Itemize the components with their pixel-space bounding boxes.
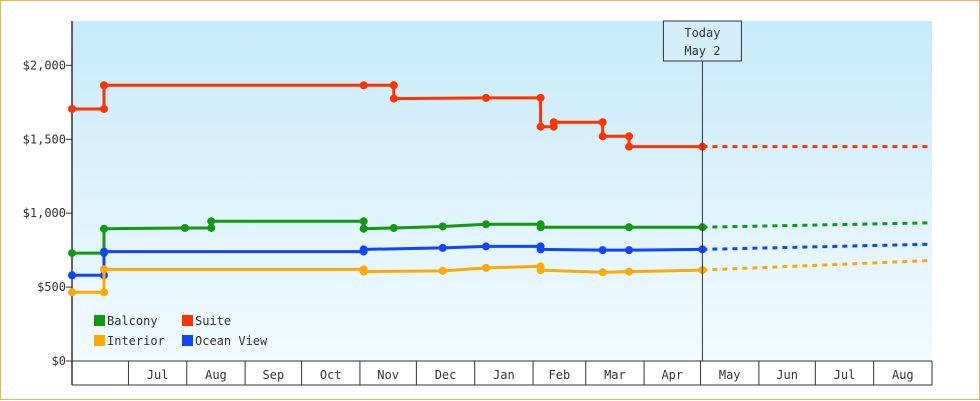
legend-label-ocean-view: Ocean View [195, 334, 268, 348]
data-point-balcony [482, 220, 491, 229]
y-tick-label: $1,500 [23, 132, 66, 146]
data-point-suite [389, 94, 398, 103]
data-point-ocean-view [482, 242, 491, 251]
legend-swatch-ocean-view [182, 335, 193, 346]
forecast-line-ocean-view [702, 242, 933, 251]
y-tick-label: $2,000 [23, 58, 66, 72]
series-line-suite [72, 83, 703, 149]
data-point-suite [549, 118, 558, 127]
data-point-interior [438, 266, 447, 275]
legend-swatch-suite [182, 315, 193, 326]
data-point-ocean-view [99, 247, 108, 256]
data-point-balcony [438, 222, 447, 231]
x-tick-label: Feb [549, 368, 571, 382]
x-axis: Jul Aug Sep Oct Nov Dec Jan Feb Mar Apr May Jun Jul A… [72, 360, 933, 386]
data-point-suite [536, 122, 545, 131]
y-tick-label: $0 [52, 354, 66, 368]
data-point-suite [482, 93, 491, 102]
data-point-balcony [359, 217, 368, 226]
data-point-balcony [536, 223, 545, 232]
forecast-line-balcony [702, 221, 933, 229]
y-tick-label: $1,000 [23, 206, 66, 220]
data-point-suite [598, 118, 607, 127]
data-point-balcony [207, 223, 216, 232]
data-point-balcony [68, 249, 76, 258]
x-tick-label: Aug [892, 368, 914, 382]
x-tick-label: Nov [377, 368, 399, 382]
data-point-suite [389, 81, 398, 90]
data-point-ocean-view [438, 243, 447, 252]
today-label: Today [684, 26, 720, 40]
x-tick-label: Oct [320, 368, 342, 382]
today-date-label: May 2 [684, 44, 720, 58]
data-point-balcony [99, 224, 108, 233]
x-tick-label: Jun [776, 368, 798, 382]
x-tick-label: Dec [435, 368, 457, 382]
data-point-interior [625, 267, 634, 276]
x-tick-label: Jul [834, 368, 856, 382]
data-point-ocean-view [598, 246, 607, 255]
data-point-interior [68, 288, 76, 297]
x-tick-label: Apr [661, 368, 683, 382]
data-point-suite [99, 81, 108, 90]
data-point-suite [68, 104, 76, 113]
data-point-ocean-view [359, 245, 368, 254]
data-point-interior [99, 265, 108, 274]
x-tick-label: May [719, 368, 741, 382]
legend-swatch-balcony [94, 315, 105, 326]
data-point-suite [625, 142, 634, 151]
y-tick-label: $500 [37, 280, 66, 294]
data-point-suite [625, 132, 634, 141]
x-tick-label: Jan [493, 368, 515, 382]
x-tick-label: Aug [205, 368, 227, 382]
data-point-ocean-view [536, 245, 545, 254]
today-box [662, 20, 742, 62]
y-axis: $0 $500 $1,000 $1,500 $2,000 [23, 21, 73, 385]
data-point-interior [359, 267, 368, 276]
legend-label-suite: Suite [195, 314, 231, 328]
legend: Balcony Suite Interior Ocean View [94, 314, 268, 348]
data-point-suite [536, 93, 545, 102]
x-tick-label: Sep [263, 368, 285, 382]
data-point-suite [598, 132, 607, 141]
today-marker: Today May 2 [662, 20, 742, 361]
legend-label-interior: Interior [107, 334, 165, 348]
legend-label-balcony: Balcony [107, 314, 158, 328]
forecast-line-interior [702, 258, 933, 272]
series-layer [68, 81, 933, 297]
x-tick-label: Mar [604, 368, 626, 382]
plot-area [72, 21, 932, 361]
data-point-interior [99, 288, 108, 297]
x-tick-label: Jul [147, 368, 169, 382]
data-point-suite [99, 104, 108, 113]
data-point-balcony [207, 217, 216, 226]
legend-swatch-interior [94, 335, 105, 346]
data-point-ocean-view [625, 246, 634, 255]
data-point-interior [598, 268, 607, 277]
data-point-balcony [625, 223, 634, 232]
data-point-interior [536, 266, 545, 275]
data-point-ocean-view [68, 271, 76, 280]
data-point-balcony [180, 223, 189, 232]
data-point-balcony [359, 224, 368, 233]
data-point-interior [482, 263, 491, 272]
data-point-suite [359, 81, 368, 90]
data-point-balcony [389, 223, 398, 232]
